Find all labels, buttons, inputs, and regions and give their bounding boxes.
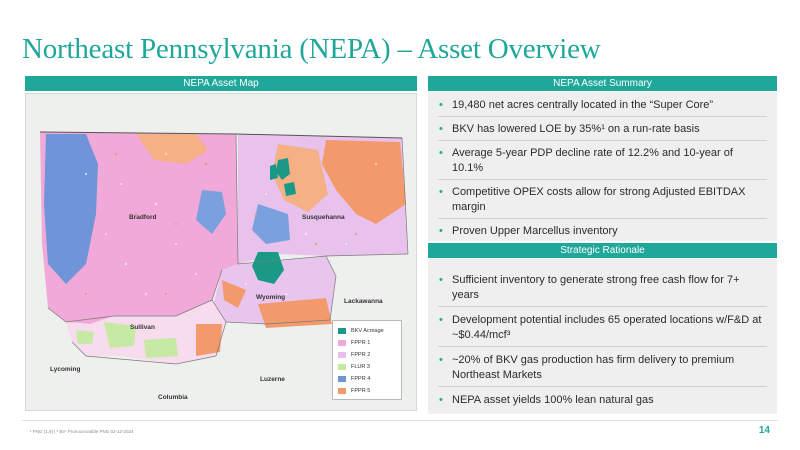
rationale-section-header: Strategic Rationale xyxy=(428,243,777,258)
legend-swatch xyxy=(338,376,346,382)
rationale-bullet-list: Sufficient inventory to generate strong … xyxy=(438,273,767,408)
legend-label: FPPR 2 xyxy=(351,352,371,358)
legend-label: FLUR 3 xyxy=(351,364,370,370)
rationale-bullet: NEPA asset yields 100% lean natural gas xyxy=(438,393,767,408)
asset-map: Bradford Susquehanna Wyoming Lackawanna … xyxy=(25,93,417,411)
summary-section-header: NEPA Asset Summary xyxy=(428,76,777,91)
legend-label: FPPR 4 xyxy=(351,376,371,382)
county-label-columbia: Columbia xyxy=(158,394,188,401)
legend-item: FPPR 5 xyxy=(338,385,396,397)
legend-swatch xyxy=(338,352,346,358)
summary-bullet: Proven Upper Marcellus inventory xyxy=(438,224,767,239)
legend-swatch xyxy=(338,388,346,394)
legend-item: FPPR 4 xyxy=(338,373,396,385)
legend-swatch xyxy=(338,340,346,346)
footnote: ¹ PNG (1,9) | ³ BV- Pronounceable PNG 02… xyxy=(30,429,134,434)
map-legend: BKV Acreage FPPR 1 FPPR 2 FLUR 3 FPPR 4 … xyxy=(332,320,402,400)
summary-bullet: BKV has lowered LOE by 35%¹ on a run-rat… xyxy=(438,122,767,141)
county-label-wyoming: Wyoming xyxy=(256,294,286,301)
legend-item: FPPR 2 xyxy=(338,349,396,361)
rationale-bullet: ~20% of BKV gas production has firm deli… xyxy=(438,353,767,387)
county-label-sullivan: Sullivan xyxy=(130,324,155,331)
rationale-bullet: Sufficient inventory to generate strong … xyxy=(438,273,767,307)
footer-divider xyxy=(22,420,778,421)
county-label-luzerne: Luzerne xyxy=(260,376,285,383)
page-title: Northeast Pennsylvania (NEPA) – Asset Ov… xyxy=(22,33,601,65)
legend-label: FPPR 5 xyxy=(351,388,371,394)
page-number: 14 xyxy=(758,425,770,436)
rationale-panel: Sufficient inventory to generate strong … xyxy=(428,259,777,414)
summary-bullet-list: 19,480 net acres centrally located in th… xyxy=(438,98,767,239)
map-section-header: NEPA Asset Map xyxy=(25,76,417,91)
county-label-lycoming: Lycoming xyxy=(50,366,81,373)
county-label-bradford: Bradford xyxy=(129,214,157,221)
legend-swatch xyxy=(338,364,346,370)
rationale-bullet: Development potential includes 65 operat… xyxy=(438,313,767,347)
legend-swatch xyxy=(338,328,346,334)
legend-item: FPPR 1 xyxy=(338,337,396,349)
county-label-susquehanna: Susquehanna xyxy=(302,214,345,221)
summary-panel: 19,480 net acres centrally located in th… xyxy=(428,92,777,241)
legend-item: BKV Acreage xyxy=(338,325,396,337)
legend-item: FLUR 3 xyxy=(338,361,396,373)
map-graphic xyxy=(26,94,416,410)
legend-label: FPPR 1 xyxy=(351,340,371,346)
summary-bullet: 19,480 net acres centrally located in th… xyxy=(438,98,767,117)
summary-bullet: Average 5-year PDP decline rate of 12.2%… xyxy=(438,146,767,180)
county-label-lackawanna: Lackawanna xyxy=(344,298,383,305)
summary-bullet: Competitive OPEX costs allow for strong … xyxy=(438,185,767,219)
legend-label: BKV Acreage xyxy=(351,328,384,334)
